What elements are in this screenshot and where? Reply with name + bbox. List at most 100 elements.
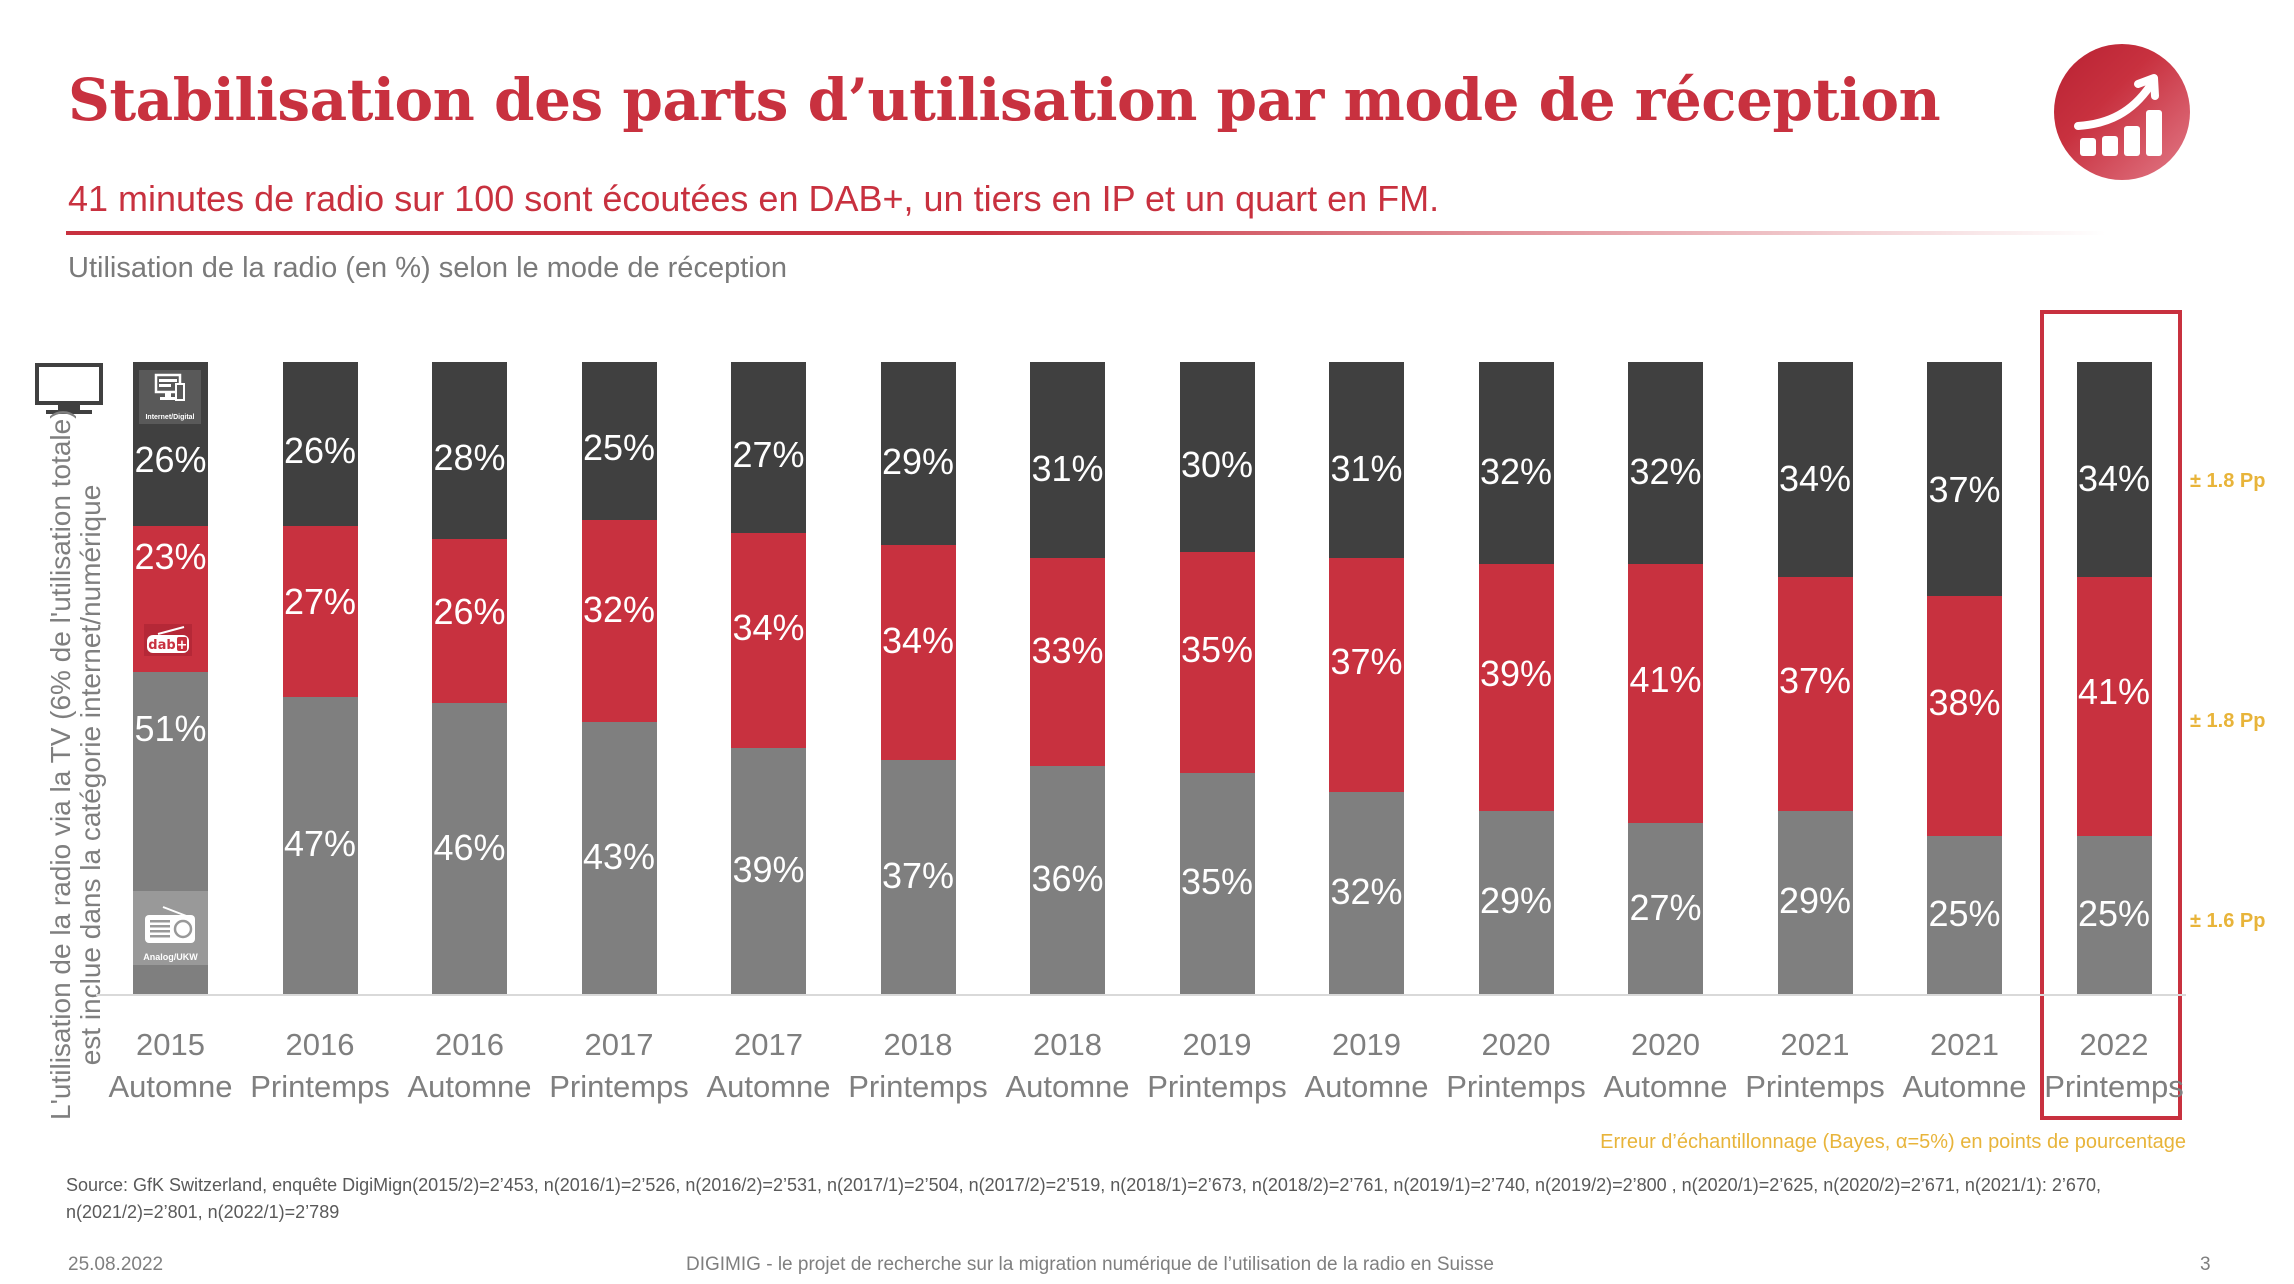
data-label: 29% <box>881 440 955 482</box>
category-year: 2015 <box>136 1027 205 1062</box>
data-label: 34% <box>881 619 955 661</box>
footer-date: 25.08.2022 <box>68 1254 164 1275</box>
bar-segment-analog-ukw: 29% <box>1777 810 1853 994</box>
data-label: 26% <box>283 430 357 472</box>
bar-segment-internet-digital: 34% <box>2076 362 2152 577</box>
data-label: 30% <box>1180 444 1254 486</box>
bar-segment-internet-digital: 34% <box>1777 362 1853 577</box>
category-year: 2021 <box>1930 1027 1999 1062</box>
category-label: 2020 Automne <box>1591 1024 1741 1108</box>
data-label: 35% <box>1180 861 1254 903</box>
data-label: 25% <box>1928 893 2001 934</box>
computer-icon-label: Internet/Digital <box>145 414 195 421</box>
category-label: 2021 Automne <box>1890 1024 2040 1108</box>
data-label: 37% <box>1330 641 1403 683</box>
bar-segment-analog-ukw: 47% <box>282 696 358 994</box>
category-season: Printemps <box>1147 1069 1287 1104</box>
chart-growth-icon <box>2054 44 2190 180</box>
bar-segment-dab-: 39% <box>1478 564 1554 811</box>
bar-segment-analog-ukw: 36% <box>1030 766 1105 994</box>
category-label: 2016 Printemps <box>245 1024 395 1108</box>
bar-segment-dab-: 37% <box>1329 557 1404 792</box>
bar-segment-internet-digital: 28% <box>432 362 507 539</box>
category-year: 2018 <box>883 1027 953 1062</box>
data-label: 27% <box>732 433 805 475</box>
category-season: Automne <box>1603 1069 1728 1104</box>
bar-segment-analog-ukw: 35% <box>1179 772 1255 994</box>
svg-text:dab: dab <box>148 638 175 653</box>
bar-segment-dab-: 33% <box>1030 557 1105 767</box>
data-label: 37% <box>881 855 955 897</box>
category-year: 2017 <box>734 1027 803 1062</box>
data-label: 34% <box>1778 458 1852 500</box>
category-season: Printemps <box>848 1069 988 1104</box>
error-margin-label: ± 1.8 Pp <box>2190 466 2266 497</box>
data-label: 32% <box>1479 451 1553 493</box>
category-season: Printemps <box>1745 1069 1885 1104</box>
data-label: 37% <box>1778 660 1852 702</box>
error-margin-label: ± 1.6 Pp <box>2190 906 2266 937</box>
bar-segment-dab-: 35% <box>1179 551 1255 773</box>
bar-segment-analog-ukw: 25% <box>2076 836 2152 994</box>
error-margin-label: ± 1.8 Pp <box>2190 706 2266 737</box>
data-label: 32% <box>1330 870 1403 912</box>
bar-segment-internet-digital: 37% <box>1927 362 2002 596</box>
bar-segment-dab-: 38% <box>1927 595 2002 836</box>
data-label: 32% <box>582 589 656 630</box>
category-season: Printemps <box>549 1069 689 1104</box>
data-label: 39% <box>732 848 805 890</box>
bar-segment-analog-ukw: 25% <box>1927 836 2002 994</box>
data-label: 36% <box>1031 858 1104 900</box>
category-year: 2020 <box>1631 1027 1700 1062</box>
category-year: 2019 <box>1332 1027 1401 1062</box>
category-label: 2017 Printemps <box>544 1024 694 1108</box>
category-label: 2019 Printemps <box>1142 1024 1292 1108</box>
category-year: 2020 <box>1481 1027 1551 1062</box>
page-number: 3 <box>2200 1254 2211 1275</box>
bar-segment-dab-: 34% <box>731 532 806 748</box>
data-label: 51% <box>134 707 207 749</box>
tv-icon <box>34 362 104 416</box>
computer-icon: Internet/Digital <box>139 370 201 424</box>
bar-segment-dab-: 32% <box>581 520 657 723</box>
category-season: Printemps <box>250 1069 390 1104</box>
data-label: 39% <box>1479 653 1553 695</box>
data-label: 34% <box>732 607 805 649</box>
bar-segment-analog-ukw: 39% <box>731 747 806 994</box>
bar-segment-analog-ukw: 32% <box>1329 791 1404 994</box>
x-axis-baseline <box>96 994 2186 996</box>
bar-segment-dab-: 41% <box>2076 576 2152 836</box>
data-label: 23% <box>134 536 207 578</box>
bar-segment-internet-digital: 32% <box>1628 362 1703 565</box>
data-label: 27% <box>283 581 357 623</box>
svg-text:+: + <box>177 638 188 653</box>
page-title: Stabilisation des parts d’utilisation pa… <box>68 66 1941 134</box>
data-label: 26% <box>433 590 506 632</box>
bar-segment-dab-: 41% <box>1628 564 1703 824</box>
category-season: Automne <box>1005 1069 1130 1104</box>
category-label: 2015 Automne <box>96 1024 246 1108</box>
category-season: Automne <box>108 1069 233 1104</box>
bar-segment-internet-digital: 32% <box>1478 362 1554 565</box>
bar-segment-internet-digital: 29% <box>880 362 956 546</box>
category-label: 2020 Printemps <box>1441 1024 1591 1108</box>
category-year: 2016 <box>285 1027 355 1062</box>
data-label: 46% <box>433 826 506 868</box>
data-label: 47% <box>283 823 357 865</box>
bar-segment-analog-ukw: 43% <box>581 722 657 994</box>
bar-segment-analog-ukw: 27% <box>1628 823 1703 994</box>
data-label: 38% <box>1928 681 2001 723</box>
bar-segment-internet-digital: 26% <box>282 362 358 527</box>
bar-segment-internet-digital: 27% <box>731 362 806 533</box>
data-label: 29% <box>1778 880 1852 922</box>
data-label: 27% <box>1629 886 1702 928</box>
category-season: Automne <box>706 1069 831 1104</box>
bar-segment-dab-: 27% <box>282 526 358 697</box>
data-label: 33% <box>1031 629 1104 671</box>
data-label: 25% <box>2077 893 2151 934</box>
bar-segment-internet-digital: 25% <box>581 362 657 520</box>
subtitle-underline <box>66 231 2106 235</box>
category-year: 2021 <box>1780 1027 1850 1062</box>
category-label: 2021 Printemps <box>1740 1024 1890 1108</box>
